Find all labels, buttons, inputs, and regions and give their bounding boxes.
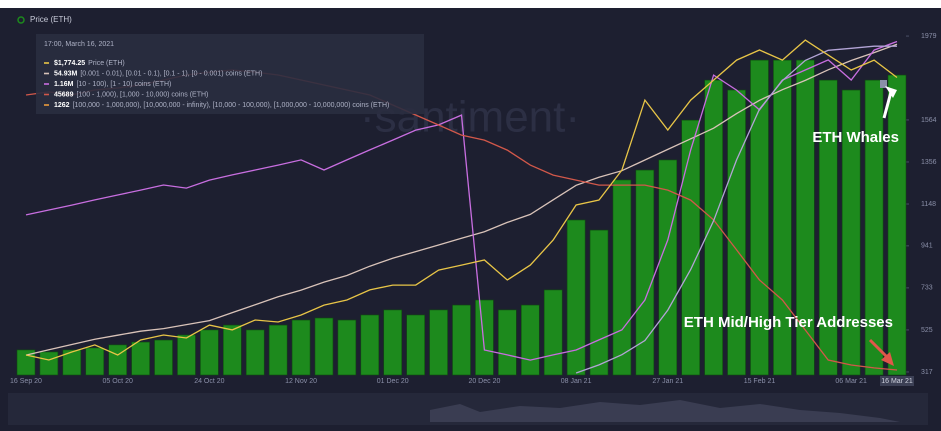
- tooltip-row: 1.16M [10 - 100), [1 - 10) coins (ETH): [54, 81, 171, 88]
- x-tick-label: 06 Mar 21: [835, 378, 867, 385]
- line: [25, 43, 898, 356]
- bar: [268, 324, 288, 376]
- tooltip-value: $1,774.25: [54, 60, 85, 67]
- line: [25, 39, 898, 361]
- x-tick-label: 27 Jan 21: [652, 378, 683, 385]
- bar: [520, 304, 540, 376]
- bar: [589, 229, 609, 376]
- bar: [39, 351, 59, 376]
- bar: [406, 314, 425, 376]
- bar: [131, 341, 150, 376]
- x-tick-label: 08 Jan 21: [561, 378, 592, 385]
- y-tick-label: 1356: [921, 159, 937, 166]
- bar: [62, 349, 82, 376]
- bar: [612, 179, 632, 376]
- tooltip-box: [36, 34, 424, 114]
- bar: [291, 319, 311, 376]
- x-tick-highlight: [880, 376, 914, 386]
- bar: [658, 159, 678, 376]
- x-tick-label: 15 Feb 21: [744, 378, 776, 385]
- annotation: ETH Mid/High Tier Addresses: [684, 314, 893, 331]
- tooltip-value: 1.16M: [54, 81, 74, 88]
- tooltip-row: $1,774.25 Price (ETH): [54, 60, 125, 67]
- tooltip-label: [100,000 - 1,000,000), [10,000,000 - inf…: [73, 102, 390, 109]
- bar: [727, 89, 746, 376]
- arrow-head: [885, 86, 897, 98]
- legend-title: Price (ETH): [30, 15, 72, 24]
- line: [25, 40, 898, 361]
- tooltip-value: 1262: [54, 102, 70, 109]
- bar: [841, 89, 861, 376]
- y-tick-label: 941: [921, 243, 933, 250]
- bar: [383, 309, 403, 376]
- annotation: ETH Whales: [812, 129, 899, 146]
- y-tick-label: 525: [921, 327, 933, 334]
- tooltip-row: 45689 [100 - 1,000), [1,000 - 10,000) coi…: [54, 91, 208, 98]
- bar: [245, 329, 265, 376]
- x-tick-label: 16 Mar 21: [881, 378, 913, 385]
- bar: [475, 299, 494, 376]
- bar: [887, 74, 907, 376]
- bar: [85, 347, 105, 376]
- bar: [177, 334, 196, 376]
- tooltip-label: Price (ETH): [88, 60, 125, 67]
- bar: [314, 317, 334, 376]
- tooltip-swatch: [44, 72, 49, 75]
- bar: [429, 309, 448, 376]
- x-tick-label: 20 Dec 20: [468, 378, 500, 385]
- y-tick-label: 733: [921, 285, 933, 292]
- marker: [880, 80, 887, 88]
- bar: [818, 79, 838, 376]
- tooltip-swatch: [44, 104, 49, 106]
- tooltip-row: 1262 [100,000 - 1,000,000), [10,000,000 -…: [54, 102, 389, 109]
- tooltip-label: [0.001 - 0.01), [0.01 - 0.1), [0.1 - 1),…: [80, 70, 262, 77]
- tooltip-title: 17:00, March 16, 2021: [44, 41, 114, 48]
- legend-icon: [17, 16, 25, 24]
- tooltip: 17:00, March 16, 2021 $1,774.25 Price (ETH…: [44, 41, 389, 109]
- bar: [200, 329, 219, 376]
- bar: [681, 119, 701, 376]
- tooltip-row: 54.93M [0.001 - 0.01), [0.01 - 0.1), [0.1…: [54, 70, 262, 77]
- tooltip-value: 45689: [54, 91, 74, 98]
- plot: 317 525 733 941 1148 1356 1564 1979 16 Sep 20 05 …: [10, 33, 937, 386]
- bar: [498, 309, 517, 376]
- y-tick-label: 1564: [921, 117, 937, 124]
- tooltip-label: [100 - 1,000), [1,000 - 10,000) coins (E…: [76, 91, 208, 98]
- tooltip-label: [10 - 100), [1 - 10) coins (ETH): [76, 81, 171, 88]
- arrow-head: [881, 352, 894, 366]
- y-tick-label: 317: [921, 369, 933, 376]
- x-tick-label: 01 Dec 20: [377, 378, 409, 385]
- arrow: [868, 338, 890, 360]
- bar: [360, 314, 380, 376]
- bar: [108, 344, 127, 376]
- y-tick-label: 1979: [921, 33, 937, 40]
- bar: [750, 59, 769, 376]
- tooltip-value: 54.93M: [54, 70, 78, 77]
- bar: [337, 319, 357, 376]
- x-tick-label: 24 Oct 20: [194, 378, 224, 385]
- bar: [222, 324, 242, 376]
- y-tick-label: 1148: [921, 201, 936, 208]
- tooltip-swatch: [44, 62, 49, 64]
- bar: [566, 219, 586, 376]
- bar: [635, 169, 655, 376]
- arrow: [882, 91, 893, 119]
- bar: [543, 289, 563, 376]
- x-tick-label: 05 Oct 20: [103, 378, 133, 385]
- navigator-shape: [430, 400, 900, 422]
- bar: [452, 304, 471, 376]
- bar: [864, 79, 884, 376]
- line: [575, 45, 897, 374]
- tooltip-swatch: [44, 93, 49, 96]
- bar: [154, 339, 173, 376]
- tooltip-swatch: [44, 83, 49, 85]
- x-tick-label: 12 Nov 20: [285, 378, 317, 385]
- x-tick-label: 16 Sep 20: [10, 378, 42, 385]
